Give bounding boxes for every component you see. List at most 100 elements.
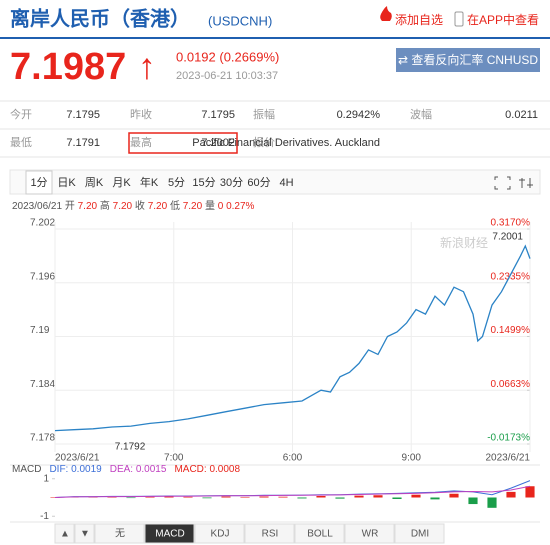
stat-value: 7.1795 — [201, 109, 235, 121]
stat-label: 报价 — [253, 135, 275, 149]
legend-entry: DEA: 0.0015 — [110, 464, 167, 475]
indicator-tab[interactable] — [194, 523, 245, 544]
macd-bar — [107, 496, 117, 498]
y2-tick-label: 0.2335% — [491, 271, 531, 282]
macd-bar — [297, 497, 307, 499]
add-icon[interactable] — [380, 6, 392, 21]
stat-label: 最高 — [130, 135, 152, 149]
stat-value: 7.2002 — [201, 137, 235, 149]
macd-bar — [430, 497, 440, 500]
stat-label: 振幅 — [253, 107, 275, 121]
watermark: 新浪财经 — [440, 235, 488, 250]
indicator-tab-label[interactable]: ▲ — [60, 529, 70, 540]
period-tabs — [9, 169, 541, 195]
indicator-tab[interactable] — [74, 523, 95, 544]
period-tab[interactable]: 月K — [112, 177, 131, 189]
info-part: 7.20 — [148, 201, 168, 212]
macd-bar — [278, 496, 288, 498]
indicator-tab-label[interactable]: KDJ — [211, 529, 230, 540]
info-part: 高 — [100, 199, 110, 212]
phone-icon[interactable] — [454, 11, 464, 27]
period-tab[interactable]: 日K — [57, 177, 76, 189]
macd-bar — [126, 497, 136, 499]
indicator-tab[interactable] — [394, 523, 445, 544]
macd-bar — [373, 495, 383, 498]
macd-line — [54, 485, 531, 498]
period-tab[interactable]: 1分 — [30, 176, 47, 189]
symbol-code: (USDCNH) — [208, 13, 272, 28]
info-part: 7.20 — [78, 201, 98, 212]
info-part: 0.27% — [226, 201, 254, 212]
info-part: 量 — [205, 200, 215, 212]
period-tab[interactable]: 5分 — [168, 176, 185, 189]
macd-bar — [335, 497, 345, 499]
indicator-tab-label[interactable]: DMI — [411, 529, 429, 540]
price: 7.1987 — [10, 46, 126, 88]
stat-value: 0.2942% — [337, 109, 381, 121]
macd-tick-label: 1 — [43, 473, 49, 484]
y-tick-label: 7.19 — [30, 325, 50, 336]
reverse-button-label[interactable]: ⇄ 查看反向汇率 CNHUSD — [398, 52, 538, 67]
max-annotation: 7.2001 — [492, 232, 523, 243]
period-tab[interactable]: 30分 — [220, 176, 243, 189]
y-tick-label: 7.196 — [30, 271, 55, 282]
indicator-tab-label[interactable]: 无 — [115, 529, 125, 540]
y2-tick-label: -0.0173% — [487, 433, 530, 444]
indicator-tab[interactable] — [54, 523, 75, 544]
indicator-tab[interactable] — [244, 523, 295, 544]
y-tick-label: 7.202 — [30, 218, 55, 229]
stat-value: 0.0211 — [505, 109, 538, 121]
price-line — [54, 244, 531, 432]
tab-selected — [25, 170, 53, 195]
y-tick-label: 7.178 — [30, 433, 55, 444]
macd-bar — [411, 494, 421, 498]
macd-bar — [392, 497, 402, 499]
indicator-tab-label[interactable]: MACD — [155, 529, 184, 540]
legend-entry: DIF: 0.0019 — [49, 464, 102, 475]
min-annotation: 7.1792 — [115, 442, 146, 453]
indicator-tab[interactable] — [344, 523, 395, 544]
stat-label: 波幅 — [410, 108, 432, 121]
period-tab[interactable]: 年K — [140, 175, 159, 189]
info-part: 2023/06/21 — [12, 201, 62, 212]
y-tick-label: 7.184 — [30, 379, 55, 390]
x-tick-label: 9:00 — [402, 453, 422, 464]
add-watchlist[interactable]: 添加自选 — [395, 13, 443, 27]
indicator-tab-label[interactable]: ▼ — [80, 529, 90, 540]
indicator-tab-selected[interactable] — [144, 523, 195, 544]
y2-tick-label: 0.0663% — [491, 379, 531, 390]
macd-bar — [50, 497, 60, 498]
period-tab[interactable]: 60分 — [247, 176, 270, 189]
quote-time: 2023-06-21 10:03:37 — [176, 70, 278, 82]
indicator-tab-label[interactable]: BOLL — [307, 529, 333, 540]
period-tab[interactable]: 周K — [85, 176, 104, 189]
macd-bar — [240, 496, 250, 498]
highlight-box — [128, 132, 238, 154]
open-in-app[interactable]: 在APP中查看 — [467, 12, 539, 27]
page-title: 离岸人民币（香港） — [10, 6, 190, 30]
macd-bar — [316, 496, 326, 498]
indicator-tab[interactable] — [94, 523, 145, 544]
fullscreen-icon[interactable] — [494, 176, 511, 190]
info-part: 收 — [135, 199, 145, 212]
reverse-button[interactable] — [396, 48, 540, 72]
period-tab[interactable]: 4H — [279, 177, 293, 189]
info-part: 0 — [218, 201, 224, 212]
period-tab[interactable]: 15分 — [192, 176, 215, 189]
legend-entry: MACD: 0.0008 — [174, 464, 240, 475]
stat-label: 昨收 — [130, 107, 152, 121]
stat-value: 7.1791 — [66, 137, 100, 149]
settings-icon[interactable] — [519, 178, 533, 188]
macd-legend: MACD DIF: 0.0019 DEA: 0.0015 MACD: 0.0008 — [12, 464, 240, 475]
x-tick-label: 2023/6/21 — [55, 453, 100, 464]
indicator-tab-label[interactable]: RSI — [262, 529, 279, 540]
info-part: 开 — [65, 201, 75, 212]
macd-bar — [525, 486, 535, 498]
macd-bar — [259, 496, 269, 498]
stat-value: Pacific Financial Derivatives. Auckland — [192, 137, 380, 149]
indicator-tab-label[interactable]: WR — [362, 529, 379, 540]
x-tick-label: 2023/6/21 — [486, 453, 531, 464]
info-part: 低 — [170, 199, 180, 212]
indicator-tab[interactable] — [294, 523, 345, 544]
